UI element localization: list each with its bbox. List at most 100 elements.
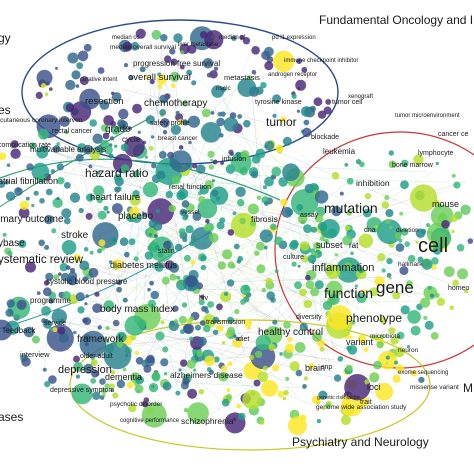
term-bubble: [452, 279, 459, 287]
term-bubble: [261, 380, 278, 397]
term-label: snp: [321, 364, 332, 371]
term-bubble: [58, 272, 62, 276]
term-bubble: [41, 83, 47, 89]
term-bubble: [407, 254, 416, 263]
term-bubble: [249, 354, 255, 361]
term-label: gene: [376, 278, 414, 297]
term-bubble: [183, 323, 194, 334]
term-label: depressive symptom: [50, 387, 114, 394]
term-bubble: [358, 267, 365, 274]
term-bubble: [467, 238, 474, 244]
term-label: curative intent: [80, 77, 118, 83]
term-bubble: [273, 50, 295, 73]
term-bubble: [171, 263, 177, 269]
term-bubble: [111, 91, 115, 96]
term-bubble: [0, 180, 6, 188]
term-label: fibrosis: [251, 214, 278, 224]
term-bubble: [339, 191, 344, 196]
term-bubble: [240, 298, 246, 305]
co-occurrence-link: [269, 96, 280, 122]
term-bubble: [110, 388, 114, 393]
term-bubble: [199, 320, 206, 326]
term-bubble: [268, 343, 276, 352]
term-label: lymphocyte: [418, 150, 454, 157]
term-bubble: [59, 263, 68, 272]
term-label: tumor cell: [332, 99, 363, 106]
term-bubble: [223, 117, 239, 132]
cluster-outline-public-health: [0, 231, 211, 330]
term-bubble: [128, 404, 137, 413]
term-bubble: [430, 264, 437, 271]
co-occurrence-link: [32, 312, 125, 340]
term-bubble: [209, 70, 218, 79]
term-bubble: [359, 161, 365, 168]
term-bubble: [84, 302, 88, 306]
term-bubble: [31, 203, 35, 208]
term-bubble: [443, 266, 455, 277]
term-bubble: [283, 389, 289, 396]
term-bubble: [413, 154, 424, 165]
co-occurrence-link: [83, 142, 268, 345]
co-occurrence-link: [135, 179, 457, 250]
term-bubble: [99, 378, 106, 385]
term-bubble: [301, 66, 308, 73]
term-bubble: [149, 280, 155, 286]
term-bubble: [219, 133, 224, 138]
term-bubble: [92, 303, 102, 314]
term-bubble: [162, 381, 172, 391]
term-bubble: [394, 360, 399, 365]
term-bubble: [96, 196, 103, 204]
term-bubble: [204, 306, 209, 311]
term-bubble: [426, 223, 431, 228]
co-occurrence-link: [164, 215, 387, 394]
term-bubble: [237, 114, 243, 119]
term-bubble: [85, 294, 89, 298]
term-label: blockade: [311, 134, 339, 141]
term-bubble: [384, 195, 390, 200]
term-bubble: [346, 177, 354, 185]
term-bubble: [16, 187, 21, 192]
term-bubble: [18, 207, 30, 219]
term-bubble: [323, 238, 329, 244]
term-bubble: [224, 292, 228, 296]
term-bubble: [104, 145, 113, 155]
term-bubble: [57, 177, 65, 185]
term-bubble: [141, 402, 167, 428]
term-label: xenograft: [348, 94, 373, 100]
term-bubble: [275, 144, 284, 153]
term-bubble: [285, 376, 290, 381]
term-label: variant: [346, 337, 374, 347]
term-bubble: [328, 293, 340, 305]
term-bubble: [218, 371, 229, 382]
term-label: resection: [85, 96, 124, 107]
term-bubble: [99, 100, 110, 110]
term-bubble: [50, 169, 56, 174]
term-bubble: [132, 170, 140, 178]
term-bubble: [203, 324, 211, 333]
term-bubble: [178, 315, 187, 324]
term-bubble: [148, 382, 159, 393]
term-bubble: [120, 124, 127, 131]
term-bubble: [395, 364, 405, 373]
term-bubble: [302, 127, 312, 138]
term-bubble: [320, 219, 340, 239]
term-bubble: [312, 332, 322, 342]
term-bubble: [19, 200, 30, 210]
term-bubble: [415, 228, 426, 238]
term-bubble: [219, 217, 226, 224]
term-bubble: [124, 315, 145, 336]
term-bubble: [394, 346, 405, 358]
co-occurrence-link: [215, 86, 292, 220]
term-bubble: [196, 350, 203, 357]
term-bubble: [379, 334, 385, 340]
co-occurrence-link: [63, 260, 134, 281]
term-bubble: [240, 284, 251, 295]
term-bubble: [226, 279, 235, 287]
co-occurrence-link: [110, 190, 205, 195]
term-label: immune checkpoint inhibitor: [284, 58, 358, 64]
term-bubble: [221, 398, 230, 407]
term-bubble: [132, 103, 142, 114]
term-bubble: [73, 355, 80, 363]
term-bubble: [266, 56, 274, 63]
term-bubble: [0, 319, 13, 341]
